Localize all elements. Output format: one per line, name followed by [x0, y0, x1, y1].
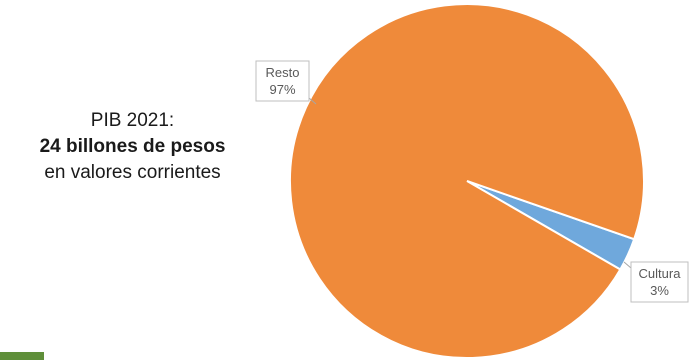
caption-line-2: 24 billones de pesos: [39, 136, 226, 157]
data-label-box-cultura: [630, 261, 689, 303]
label-connector-cultura: [623, 261, 632, 269]
pie-slice-resto: [288, 3, 645, 360]
data-label-percent-resto: 97%: [269, 82, 295, 97]
caption-line-1: PIB 2021:: [90, 110, 175, 131]
data-label-category-resto: Resto: [266, 65, 300, 80]
corner-accent: [0, 352, 44, 360]
caption-line-3: en valores corrientes: [44, 162, 221, 183]
data-label-box-resto: [255, 60, 310, 102]
data-label-category-cultura: Cultura: [639, 266, 682, 281]
data-label-percent-cultura: 3%: [650, 283, 669, 298]
label-connector-resto: [308, 97, 317, 105]
chart-caption: PIB 2021: 24 billones de pesos en valore…: [0, 108, 265, 186]
pie-slices: [288, 3, 645, 360]
pie-labels: Cultura 3% Resto 97%: [255, 60, 689, 303]
